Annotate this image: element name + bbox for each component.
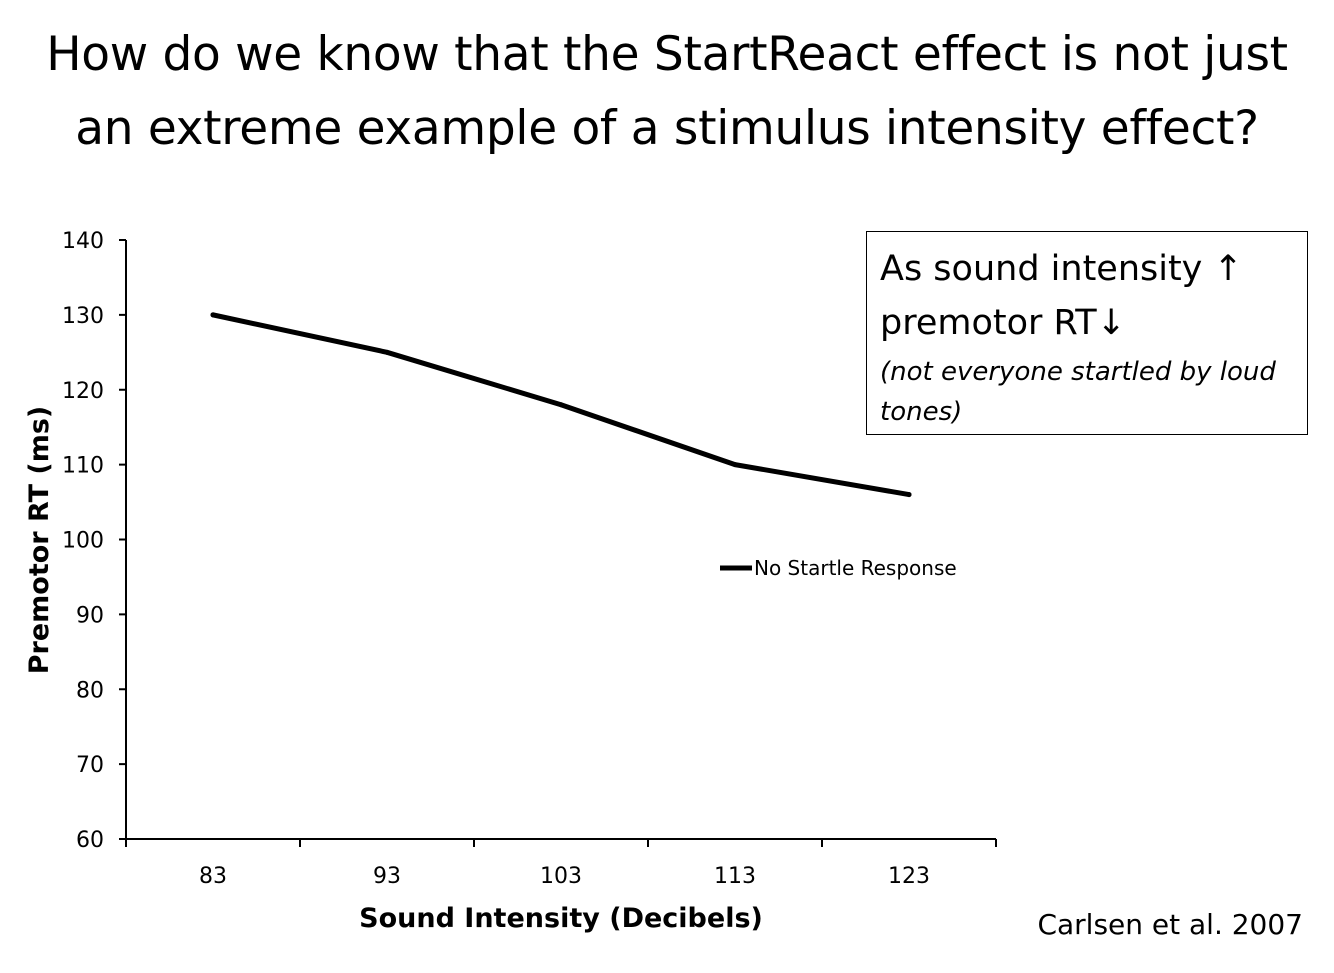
y-tick-label: 90 (76, 603, 104, 628)
data-point (210, 312, 216, 318)
data-point (906, 492, 912, 498)
legend: No Startle Response (720, 556, 957, 580)
y-tick-label: 140 (62, 229, 104, 254)
x-tick-label: 83 (199, 864, 227, 889)
callout-line-2: premotor RT↓ (880, 303, 1127, 343)
y-tick-label: 70 (76, 753, 104, 778)
callout-box: As sound intensity ↑ premotor RT↓ (not e… (866, 231, 1308, 435)
y-tick-label: 60 (76, 828, 104, 853)
y-axis-title: Premotor RT (ms) (24, 406, 55, 675)
slide-title-line-2: an extreme example of a stimulus intensi… (75, 101, 1259, 156)
x-axis-title: Sound Intensity (Decibels) (359, 903, 763, 934)
x-tick-label: 103 (540, 864, 582, 889)
citation: Carlsen et al. 2007 (1037, 908, 1303, 941)
series-group (210, 312, 912, 498)
callout-note: (not everyone startled by loud tones) (880, 357, 1276, 427)
x-axis: 83 93 103 113 123 (125, 838, 997, 889)
y-axis: 60 70 80 90 100 110 120 130 140 (62, 229, 127, 853)
y-tick-label: 110 (62, 454, 104, 479)
slide-title: How do we know that the StartReact effec… (0, 18, 1334, 166)
callout-line-1: As sound intensity ↑ (880, 249, 1243, 289)
y-tick-label: 80 (76, 678, 104, 703)
y-tick-label: 100 (62, 529, 104, 554)
x-tick-label: 123 (888, 864, 930, 889)
legend-label: No Startle Response (754, 556, 957, 580)
slide-title-line-1: How do we know that the StartReact effec… (46, 27, 1288, 82)
x-tick-label: 113 (714, 864, 756, 889)
y-tick-label: 130 (62, 304, 104, 329)
data-point (732, 462, 738, 468)
data-point (558, 402, 564, 408)
y-tick-label: 120 (62, 379, 104, 404)
x-tick-label: 93 (373, 864, 401, 889)
data-point (384, 349, 390, 355)
